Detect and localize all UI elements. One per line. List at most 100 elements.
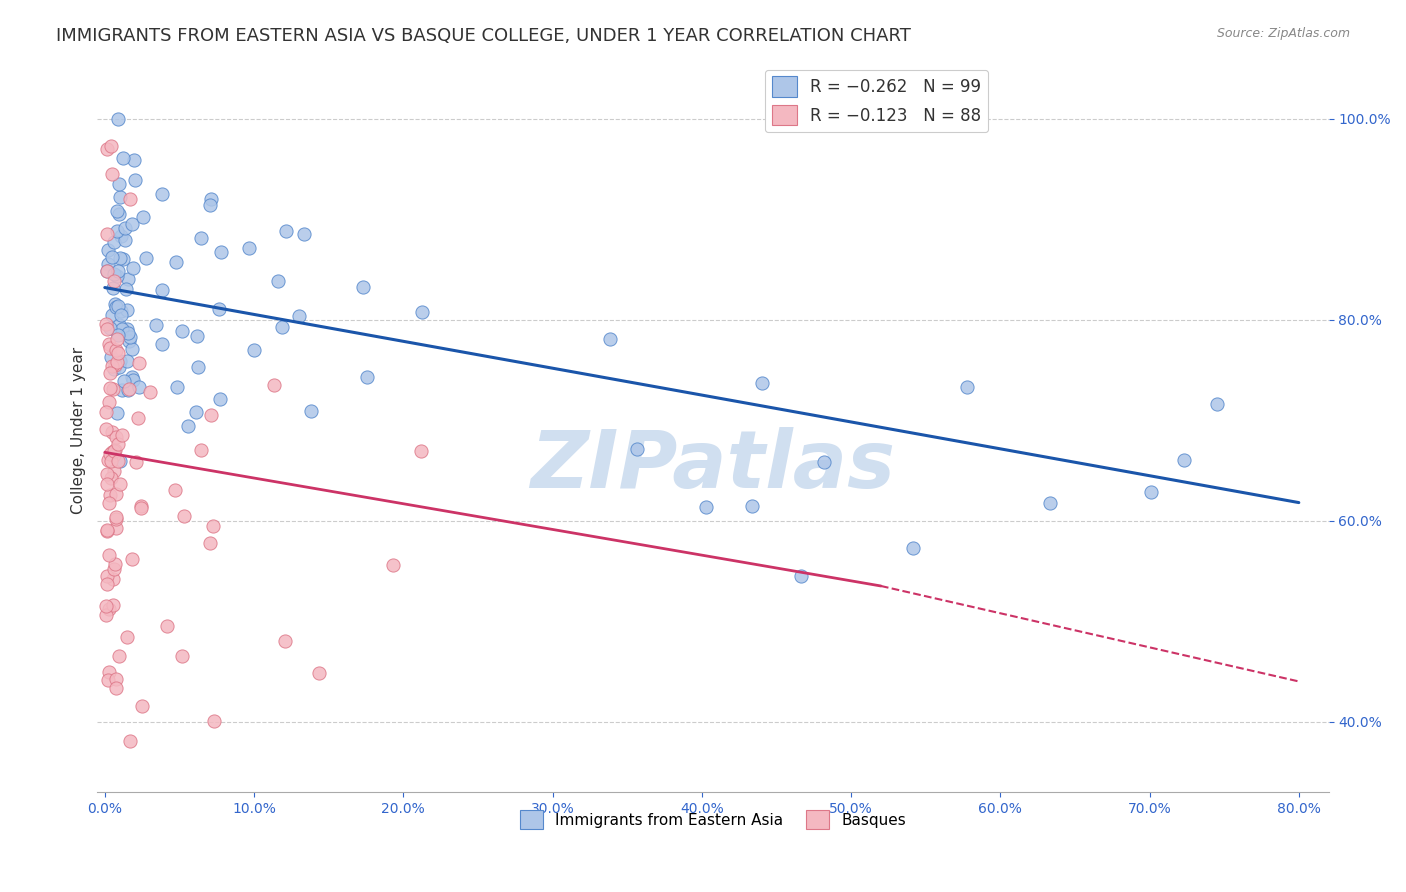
Point (96, 263, 118, 277)
Point (200, 192, 222, 206)
Point (108, 359, 131, 374)
Point (1039, 496, 1062, 510)
Point (111, 427, 134, 442)
Point (101, 425, 124, 440)
Point (115, 322, 138, 336)
Point (150, 187, 173, 202)
Point (98, 665, 121, 679)
Point (198, 197, 221, 211)
Point (121, 370, 143, 384)
Point (352, 280, 374, 294)
Point (243, 343, 266, 357)
Point (105, 332, 128, 346)
Point (741, 499, 763, 513)
Point (200, 535, 222, 549)
Point (97, 496, 120, 510)
Point (101, 444, 124, 458)
Point (381, 558, 404, 573)
Point (100, 350, 122, 364)
Point (166, 380, 188, 394)
Point (96, 524, 118, 538)
Point (100, 470, 122, 484)
Point (104, 672, 127, 686)
Point (901, 541, 924, 556)
Point (104, 297, 127, 311)
Point (98, 395, 121, 409)
Point (107, 437, 129, 451)
Point (117, 354, 139, 368)
Point (108, 252, 131, 266)
Point (94, 318, 117, 332)
Point (97, 453, 120, 467)
Point (274, 224, 297, 238)
Point (118, 334, 141, 348)
Point (104, 509, 127, 524)
Point (108, 178, 131, 192)
Point (104, 512, 127, 526)
Point (104, 557, 127, 571)
Point (150, 283, 173, 297)
Point (96, 405, 118, 419)
Point (238, 241, 260, 255)
Point (117, 383, 139, 397)
Point (104, 442, 127, 457)
Point (411, 305, 433, 319)
Point (156, 619, 179, 633)
Point (177, 418, 200, 433)
Point (103, 464, 125, 478)
Point (299, 403, 322, 417)
Point (112, 252, 135, 266)
Point (120, 192, 142, 206)
Point (108, 477, 131, 491)
Point (112, 374, 135, 388)
Point (105, 487, 128, 501)
Point (200, 408, 222, 422)
Point (108, 190, 131, 204)
Point (110, 383, 132, 397)
Point (105, 269, 128, 284)
Point (103, 444, 125, 458)
Point (190, 230, 212, 244)
Point (409, 443, 432, 458)
Point (294, 227, 316, 241)
Point (107, 207, 129, 221)
Point (1173, 453, 1195, 467)
Point (98, 488, 121, 502)
Point (110, 354, 132, 368)
Point (107, 454, 129, 468)
Point (135, 251, 157, 265)
Point (104, 520, 127, 534)
Point (96, 227, 118, 242)
Legend: Immigrants from Eastern Asia, Basques: Immigrants from Eastern Asia, Basques (513, 804, 912, 835)
Point (132, 210, 155, 224)
Point (117, 326, 139, 341)
Point (101, 250, 124, 264)
Point (111, 152, 134, 166)
Point (104, 343, 127, 357)
Point (96, 321, 118, 335)
Point (170, 649, 193, 664)
Point (145, 318, 167, 332)
Point (107, 328, 129, 343)
Point (165, 254, 187, 268)
Point (163, 483, 186, 498)
Point (120, 330, 142, 344)
Point (125, 455, 148, 469)
Point (271, 320, 294, 334)
Point (118, 734, 141, 748)
Point (110, 304, 132, 318)
Point (121, 342, 143, 356)
Point (287, 310, 309, 324)
Point (121, 218, 143, 232)
Point (114, 233, 136, 247)
Point (150, 337, 173, 351)
Point (105, 406, 128, 420)
Point (128, 356, 150, 370)
Point (105, 355, 128, 369)
Point (96, 599, 118, 614)
Point (114, 221, 136, 235)
Point (104, 358, 127, 372)
Point (101, 572, 124, 586)
Point (184, 405, 207, 419)
Point (208, 302, 231, 317)
